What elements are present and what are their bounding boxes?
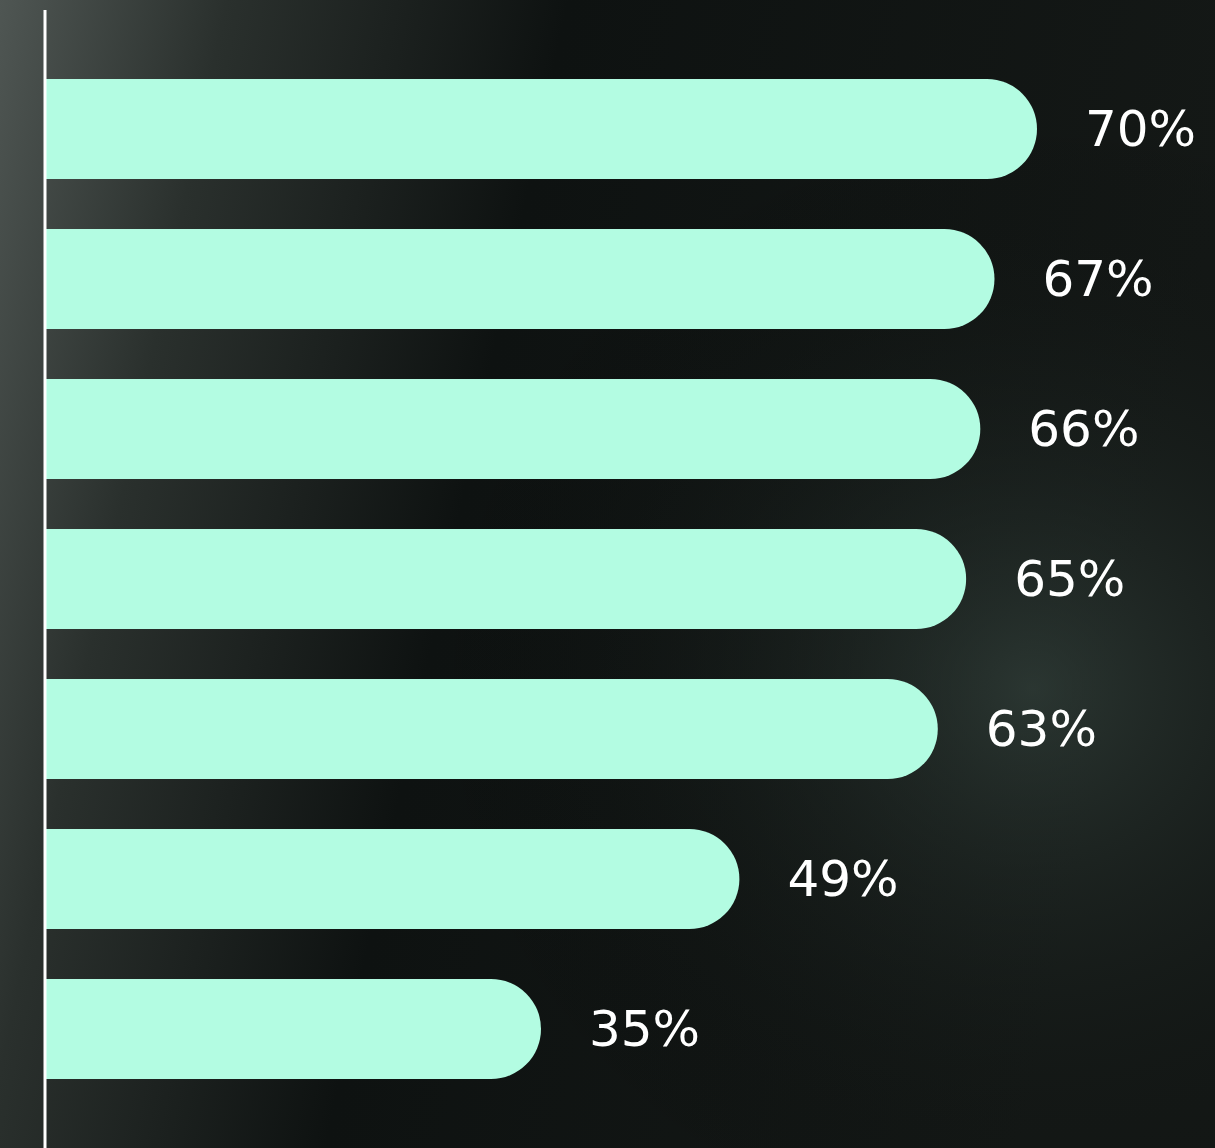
data-label: 49% <box>787 850 898 908</box>
data-label: 70% <box>1085 100 1196 158</box>
bar <box>45 79 1037 179</box>
bar <box>45 229 994 329</box>
background <box>0 0 1215 1148</box>
bars <box>45 79 1037 1079</box>
background-glow <box>0 0 1215 1148</box>
data-label: 35% <box>589 1000 700 1058</box>
bar <box>45 529 966 629</box>
bar <box>45 679 938 779</box>
bar <box>45 379 980 479</box>
data-labels: 70% 67% 66% 65% 63% 49% 35% <box>589 100 1196 1058</box>
axis-line <box>44 10 47 1148</box>
bar <box>45 979 541 1079</box>
data-label: 65% <box>1014 550 1125 608</box>
data-label: 63% <box>986 700 1097 758</box>
data-label: 66% <box>1028 400 1139 458</box>
bar <box>45 829 739 929</box>
data-label: 67% <box>1042 250 1153 308</box>
chart: 70% 67% 66% 65% 63% 49% 35% <box>0 0 1215 1148</box>
